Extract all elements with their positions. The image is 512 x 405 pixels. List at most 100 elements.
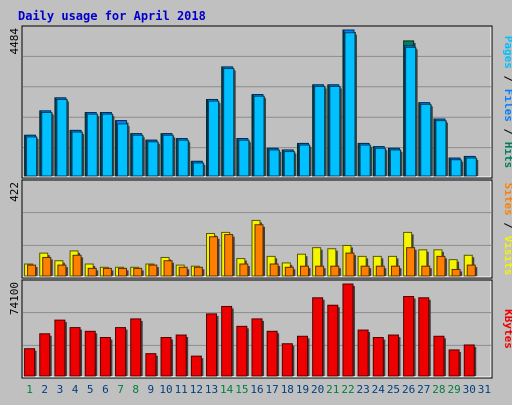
bar-kbytes-day-17 [266,330,278,377]
bar-pages-day-30 [465,157,477,177]
bar-kbytes-day-13 [206,313,218,377]
bar-kbytes-day-20 [312,297,324,377]
bar-sites-day-26 [406,247,416,277]
bar-kbytes-day-16 [251,318,263,377]
bar-pages-day-25 [389,149,401,177]
legend-entry: Files [502,89,512,122]
bar-sites-day-15 [239,263,249,277]
bar-pages-day-28 [435,120,447,177]
legend-entry: Pages [502,36,512,69]
bar-kbytes-day-26 [403,296,415,377]
bar-pages-day-19 [298,144,310,177]
x-tick-label: 21 [326,383,339,396]
panel-side-legend: KBytes [502,309,512,349]
bar-pages-day-13 [208,100,220,177]
bar-kbytes-day-28 [433,335,445,377]
x-tick-label: 26 [402,383,415,396]
bar-sites-day-2 [42,256,52,277]
x-tick-label: 6 [102,383,109,396]
bar-kbytes-day-4 [69,327,81,377]
bar-pages-day-7 [117,123,129,177]
bar-sites-day-20 [315,265,325,277]
bar-sites-day-3 [57,264,67,277]
bar-sites-day-13 [209,236,219,277]
x-tick-label: 17 [266,383,279,396]
x-tick-label: 2 [41,383,48,396]
legend-separator: / [502,216,512,236]
bar-kbytes-day-15 [236,325,248,377]
x-tick-label: 28 [432,383,445,396]
x-tick-label: 4 [72,383,79,396]
bar-pages-day-10 [162,134,174,177]
bar-kbytes-day-29 [448,349,460,377]
bar-pages-day-14 [223,68,235,177]
bar-kbytes-day-6 [99,337,111,377]
legend-entry: Hits [502,142,512,169]
bar-pages-day-18 [283,151,295,177]
chart-panels: 4484 Pages / Files / Hits 422 Sites / Visit… [8,25,512,379]
bar-pages-day-6 [101,113,113,177]
bar-pages-day-26 [405,46,417,177]
bar-sites-day-23 [360,265,370,277]
bar-pages-day-21 [329,85,341,177]
bar-sites-day-25 [390,265,400,277]
panel-side-legend: Pages / Files / Hits [502,36,512,169]
panel-ymax-label: 4484 [8,28,21,55]
bar-sites-day-8 [133,267,143,277]
x-tick-label: 14 [220,383,234,396]
bar-kbytes-day-27 [418,297,430,377]
bar-sites-day-14 [224,234,234,277]
series-kbytes [24,283,477,377]
bar-sites-day-10 [163,260,173,277]
x-tick-label: 30 [463,383,476,396]
x-tick-label: 19 [296,383,309,396]
bar-pages-day-8 [132,134,144,177]
legend-separator: / [502,122,512,142]
bar-sites-day-28 [436,255,446,277]
series-pages [26,32,479,177]
bar-sites-day-5 [87,267,97,277]
panel-hits_files_pages: 4484 Pages / Files / Hits [8,25,512,179]
bar-kbytes-day-5 [84,330,96,377]
bar-pages-day-27 [420,103,432,177]
bar-pages-day-22 [344,32,356,177]
x-tick-label: 18 [281,383,294,396]
bar-pages-day-12 [192,162,204,177]
bar-kbytes-day-8 [130,318,142,377]
panel-visits_sites: 422 Sites / Visits [8,179,512,279]
bar-sites-day-30 [466,264,476,277]
bar-sites-day-6 [102,267,112,277]
bar-kbytes-day-3 [54,319,66,377]
bar-sites-day-18 [284,266,294,277]
bar-kbytes-day-30 [463,344,475,377]
bar-kbytes-day-19 [296,335,308,377]
bar-sites-day-29 [451,268,461,277]
bar-sites-day-12 [193,266,203,277]
bar-pages-day-5 [86,113,98,177]
legend-entry: KBytes [502,309,512,349]
bar-kbytes-day-22 [342,283,354,377]
x-tick-label: 15 [235,383,248,396]
bar-sites-day-24 [375,265,385,277]
bar-pages-day-23 [359,144,371,177]
panel-ymax-label: 422 [8,182,21,202]
x-tick-label: 25 [387,383,400,396]
chart-title: Daily usage for April 2018 [18,9,206,23]
x-tick-label: 23 [357,383,370,396]
x-tick-label: 16 [250,383,263,396]
bar-pages-day-29 [450,159,462,177]
x-tick-label: 7 [117,383,124,396]
legend-entry: Sites [502,183,512,216]
bar-sites-day-22 [345,252,355,277]
bar-kbytes-day-23 [357,329,369,377]
x-tick-label: 10 [159,383,172,396]
bar-kbytes-day-25 [387,334,399,377]
x-tick-label: 31 [478,383,491,396]
bar-pages-day-20 [314,85,326,177]
bar-kbytes-day-18 [281,343,293,377]
bar-sites-day-4 [72,254,82,277]
bar-sites-day-9 [148,264,158,277]
bar-pages-day-4 [71,131,83,177]
